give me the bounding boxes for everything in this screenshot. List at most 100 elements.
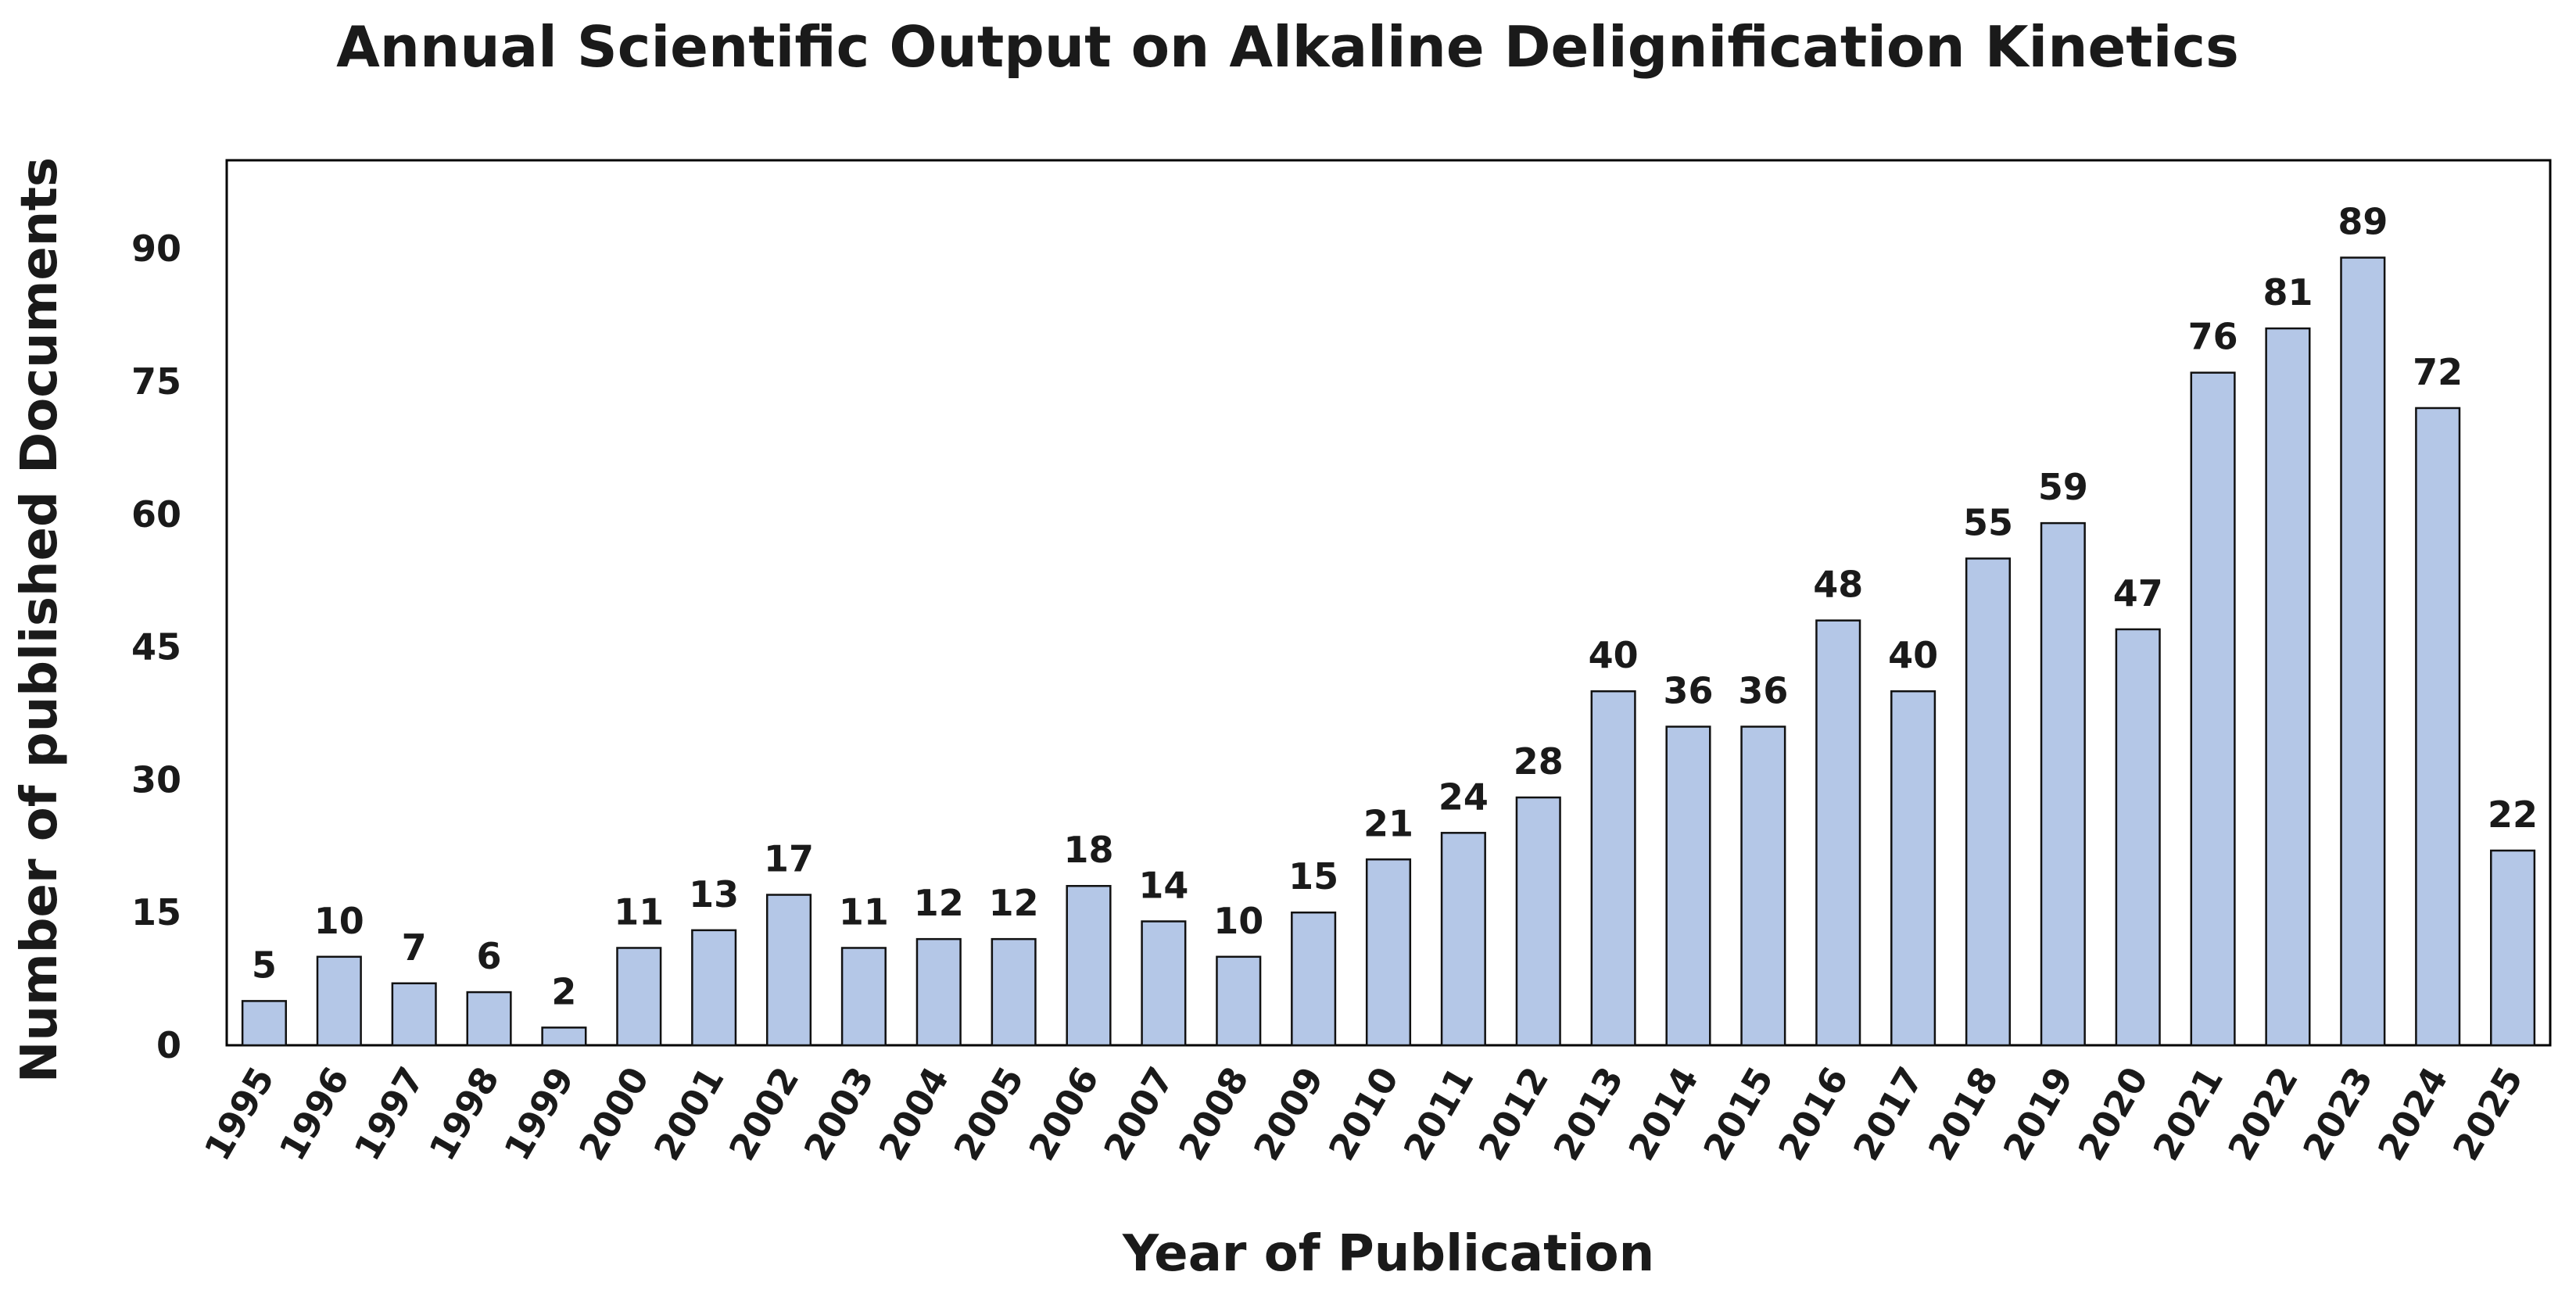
data-label: 24 <box>1438 776 1489 818</box>
bar <box>765 894 812 1047</box>
data-label: 55 <box>1963 501 2013 543</box>
bar <box>1066 884 1112 1047</box>
x-tick-label: 2025 <box>2445 1060 2531 1168</box>
x-tick-label: 2010 <box>1320 1060 1407 1168</box>
data-label: 28 <box>1514 740 1564 783</box>
data-label: 11 <box>839 890 889 933</box>
data-label: 72 <box>2413 351 2463 393</box>
bar <box>915 937 962 1047</box>
bar <box>691 929 737 1047</box>
bar <box>1141 920 1187 1047</box>
bar <box>2490 849 2536 1047</box>
x-tick-label: 1998 <box>421 1060 507 1168</box>
x-tick-label: 2007 <box>1095 1060 1182 1168</box>
x-tick-label: 2022 <box>2220 1060 2306 1168</box>
data-label: 12 <box>914 882 964 924</box>
bar <box>2415 407 2461 1047</box>
bar <box>1665 726 1711 1047</box>
x-tick-label: 2024 <box>2370 1060 2456 1168</box>
data-label: 14 <box>1138 865 1188 907</box>
x-tick-label: 2017 <box>1845 1060 1932 1168</box>
bar <box>1291 911 1337 1047</box>
bar <box>1740 726 1786 1047</box>
x-tick-label: 2000 <box>571 1060 657 1168</box>
x-tick-label: 2002 <box>721 1060 808 1168</box>
x-tick-label: 2014 <box>1620 1060 1707 1168</box>
x-tick-label: 2008 <box>1170 1060 1257 1168</box>
data-label: 89 <box>2338 201 2388 243</box>
x-tick-label: 2018 <box>1920 1060 2007 1168</box>
x-tick-label: 1999 <box>496 1060 582 1168</box>
x-tick-label: 1996 <box>271 1060 358 1168</box>
bar <box>1365 858 1412 1047</box>
x-tick-label: 2005 <box>945 1060 1032 1168</box>
y-tick-label: 45 <box>131 626 181 668</box>
data-label: 59 <box>2038 466 2088 508</box>
x-tick-label: 2009 <box>1245 1060 1332 1168</box>
x-tick-label: 1995 <box>196 1060 283 1168</box>
bar <box>466 991 512 1047</box>
y-tick-label: 75 <box>131 360 181 403</box>
data-label: 17 <box>764 838 814 880</box>
data-label: 40 <box>1589 634 1639 676</box>
bar <box>2040 521 2086 1047</box>
y-axis-label: Number of published Documents <box>11 157 69 1083</box>
x-tick-label: 2015 <box>1695 1060 1782 1168</box>
data-label: 36 <box>1663 669 1713 711</box>
bar <box>616 947 662 1047</box>
data-label: 11 <box>614 890 664 933</box>
data-label: 22 <box>2488 794 2538 836</box>
y-tick-label: 90 <box>131 228 181 270</box>
x-tick-label: 2012 <box>1470 1060 1557 1168</box>
bar <box>2115 628 2161 1047</box>
bar <box>2190 371 2236 1047</box>
data-label: 18 <box>1064 829 1114 871</box>
data-label: 40 <box>1888 634 1938 676</box>
bar <box>1515 796 1561 1047</box>
x-tick-label: 2019 <box>1995 1060 2082 1168</box>
bar <box>541 1026 587 1047</box>
bar <box>1815 619 1861 1047</box>
chart-title: Annual Scientific Output on Alkaline Del… <box>336 14 2239 80</box>
y-tick-label: 15 <box>131 891 181 933</box>
x-axis-label: Year of Publication <box>1122 1225 1654 1283</box>
data-label: 10 <box>1213 900 1263 942</box>
y-tick-label: 0 <box>156 1024 181 1066</box>
data-label: 76 <box>2188 316 2238 358</box>
data-label: 48 <box>1813 564 1863 606</box>
data-label: 5 <box>252 944 277 986</box>
x-tick-label: 2006 <box>1020 1060 1107 1168</box>
x-axis: 1995199619971998199920002001200220032004… <box>196 1060 2531 1168</box>
bar <box>840 947 887 1047</box>
bar <box>1440 832 1486 1047</box>
data-label: 15 <box>1288 855 1338 898</box>
data-label: 2 <box>551 970 576 1012</box>
bar <box>2340 256 2386 1047</box>
x-tick-label: 2016 <box>1770 1060 1857 1168</box>
data-label: 10 <box>314 900 364 942</box>
y-tick-label: 30 <box>131 758 181 801</box>
data-label: 13 <box>689 873 739 915</box>
bar <box>1890 690 1936 1047</box>
bar <box>1216 955 1262 1047</box>
bar <box>316 955 362 1047</box>
bar <box>991 937 1037 1047</box>
bar <box>2265 327 2311 1047</box>
x-tick-label: 2003 <box>796 1060 883 1168</box>
x-tick-label: 1997 <box>346 1060 432 1168</box>
x-tick-label: 2001 <box>646 1060 733 1168</box>
y-axis: 0 15 30 45 60 75 90 <box>131 228 181 1066</box>
x-tick-label: 2004 <box>871 1060 958 1168</box>
bar <box>391 982 437 1047</box>
x-tick-label: 2013 <box>1545 1060 1632 1168</box>
bar <box>1965 557 2012 1047</box>
data-label: 21 <box>1363 802 1413 844</box>
data-label: 7 <box>402 926 427 969</box>
bar-series <box>241 256 2536 1047</box>
x-tick-label: 2011 <box>1395 1060 1482 1168</box>
bar <box>1590 690 1636 1047</box>
y-tick-label: 60 <box>131 493 181 536</box>
data-label: 12 <box>989 882 1039 924</box>
